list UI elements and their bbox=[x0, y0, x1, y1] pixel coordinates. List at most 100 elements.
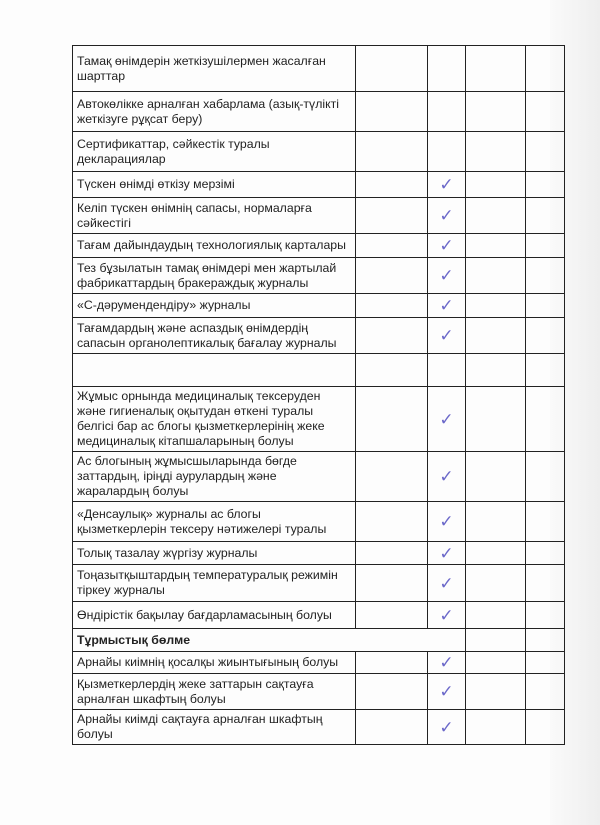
empty-cell bbox=[355, 386, 428, 452]
row-label: Тоңазытқыштардың температуралық режимін … bbox=[72, 564, 356, 602]
empty-cell bbox=[355, 564, 428, 602]
table-row: Арнайы киімді сақтауға арналған шкафтың … bbox=[72, 709, 565, 745]
table-row: Автокөлікке арналған хабарлама (азық-түл… bbox=[72, 91, 565, 132]
empty-cell bbox=[465, 45, 526, 92]
row-label: «С-дәрумендендіру» журналы bbox=[72, 293, 356, 318]
empty-cell bbox=[355, 233, 428, 258]
empty-cell bbox=[465, 628, 526, 652]
check-mark-icon: ✓ bbox=[427, 233, 466, 258]
check-mark-icon: ✓ bbox=[427, 541, 466, 565]
empty-cell bbox=[465, 601, 526, 629]
table-row: Өндірістік бақылау бағдарламасының болуы… bbox=[72, 601, 565, 629]
empty-cell bbox=[355, 601, 428, 629]
empty-cell bbox=[355, 91, 428, 132]
empty-cell bbox=[465, 171, 526, 198]
check-mark-icon: ✓ bbox=[427, 171, 466, 198]
table-row: Толық тазалау жүргізу журналы ✓ bbox=[72, 541, 565, 565]
empty-cell bbox=[355, 317, 428, 354]
table-row bbox=[72, 353, 565, 387]
empty-cell bbox=[355, 501, 428, 542]
empty-cell bbox=[355, 541, 428, 565]
table-row: Тағам дайындаудың технологиялық карталар… bbox=[72, 233, 565, 258]
table-row: Түскен өнімді өткізу мерзімі ✓ bbox=[72, 171, 565, 198]
table-row: Қызметкерлердің жеке заттарын сақтауға а… bbox=[72, 673, 565, 710]
row-label: Келіп түскен өнімнің сапасы, нормаларға … bbox=[72, 197, 356, 234]
empty-cell bbox=[355, 171, 428, 198]
empty-cell bbox=[525, 131, 565, 172]
empty-cell bbox=[525, 171, 565, 198]
table-row: Ас блогының жұмысшыларында бөгде заттард… bbox=[72, 451, 565, 502]
row-label: Түскен өнімді өткізу мерзімі bbox=[72, 171, 356, 198]
row-label: Автокөлікке арналған хабарлама (азық-түл… bbox=[72, 91, 356, 132]
empty-cell bbox=[525, 386, 565, 452]
row-label: Тағам дайындаудың технологиялық карталар… bbox=[72, 233, 356, 258]
empty-cell bbox=[465, 386, 526, 452]
empty-cell bbox=[427, 131, 466, 172]
row-label: «Денсаулық» журналы ас блогы қызметкерле… bbox=[72, 501, 356, 542]
empty-cell bbox=[465, 651, 526, 674]
empty-cell bbox=[525, 233, 565, 258]
empty-cell bbox=[525, 293, 565, 318]
empty-cell bbox=[465, 451, 526, 502]
empty-cell bbox=[465, 233, 526, 258]
empty-cell bbox=[355, 131, 428, 172]
empty-cell bbox=[525, 317, 565, 354]
row-label: Қызметкерлердің жеке заттарын сақтауға а… bbox=[72, 673, 356, 710]
table-row: «С-дәрумендендіру» журналы ✓ bbox=[72, 293, 565, 318]
empty-cell bbox=[525, 628, 565, 652]
check-mark-icon: ✓ bbox=[427, 501, 466, 542]
table-row: Арнайы киімнің қосалқы жиынтығының болуы… bbox=[72, 651, 565, 674]
empty-cell bbox=[465, 257, 526, 294]
row-label: Тез бұзылатын тамақ өнімдері мен жартыла… bbox=[72, 257, 356, 294]
table-row: Тоңазытқыштардың температуралық режимін … bbox=[72, 564, 565, 602]
empty-cell bbox=[465, 293, 526, 318]
row-label: Тамақ өнімдерін жеткізушілермен жасалған… bbox=[72, 45, 356, 92]
empty-cell bbox=[525, 709, 565, 745]
check-mark-icon: ✓ bbox=[427, 293, 466, 318]
check-mark-icon: ✓ bbox=[427, 601, 466, 629]
empty-cell bbox=[355, 709, 428, 745]
empty-cell bbox=[525, 673, 565, 710]
empty-cell bbox=[465, 673, 526, 710]
check-mark-icon: ✓ bbox=[427, 673, 466, 710]
check-mark-icon: ✓ bbox=[427, 451, 466, 502]
empty-cell bbox=[465, 197, 526, 234]
empty-cell bbox=[525, 564, 565, 602]
check-mark-icon: ✓ bbox=[427, 386, 466, 452]
empty-cell bbox=[525, 651, 565, 674]
empty-cell bbox=[355, 353, 428, 387]
empty-cell bbox=[465, 353, 526, 387]
empty-cell bbox=[525, 197, 565, 234]
empty-cell bbox=[465, 501, 526, 542]
empty-cell bbox=[355, 673, 428, 710]
table-row: Тағамдардың және аспаздық өнімдердің сап… bbox=[72, 317, 565, 354]
empty-cell bbox=[525, 451, 565, 502]
section-title: Тұрмыстық бөлме bbox=[72, 628, 466, 652]
empty-cell bbox=[465, 91, 526, 132]
table-row: «Денсаулық» журналы ас блогы қызметкерле… bbox=[72, 501, 565, 542]
empty-cell bbox=[525, 501, 565, 542]
checklist-table: Тамақ өнімдерін жеткізушілермен жасалған… bbox=[72, 45, 565, 745]
empty-cell bbox=[465, 564, 526, 602]
empty-cell bbox=[465, 317, 526, 354]
empty-cell bbox=[355, 293, 428, 318]
empty-cell bbox=[427, 353, 466, 387]
table-row: Жұмыс орнында медициналық тексеруден жән… bbox=[72, 386, 565, 452]
row-label: Арнайы киімнің қосалқы жиынтығының болуы bbox=[72, 651, 356, 674]
row-label: Толық тазалау жүргізу журналы bbox=[72, 541, 356, 565]
empty-cell bbox=[427, 45, 466, 92]
row-label: Тағамдардың және аспаздық өнімдердің сап… bbox=[72, 317, 356, 354]
row-label: Ас блогының жұмысшыларында бөгде заттард… bbox=[72, 451, 356, 502]
row-label: Арнайы киімді сақтауға арналған шкафтың … bbox=[72, 709, 356, 745]
row-label: Сертификаттар, сәйкестік туралы декларац… bbox=[72, 131, 356, 172]
empty-cell bbox=[355, 197, 428, 234]
empty-cell bbox=[355, 257, 428, 294]
empty-cell bbox=[525, 91, 565, 132]
table-row: Тез бұзылатын тамақ өнімдері мен жартыла… bbox=[72, 257, 565, 294]
empty-cell bbox=[355, 651, 428, 674]
row-label bbox=[72, 353, 356, 387]
check-mark-icon: ✓ bbox=[427, 317, 466, 354]
empty-cell bbox=[465, 131, 526, 172]
check-mark-icon: ✓ bbox=[427, 257, 466, 294]
table-row: Сертификаттар, сәйкестік туралы декларац… bbox=[72, 131, 565, 172]
